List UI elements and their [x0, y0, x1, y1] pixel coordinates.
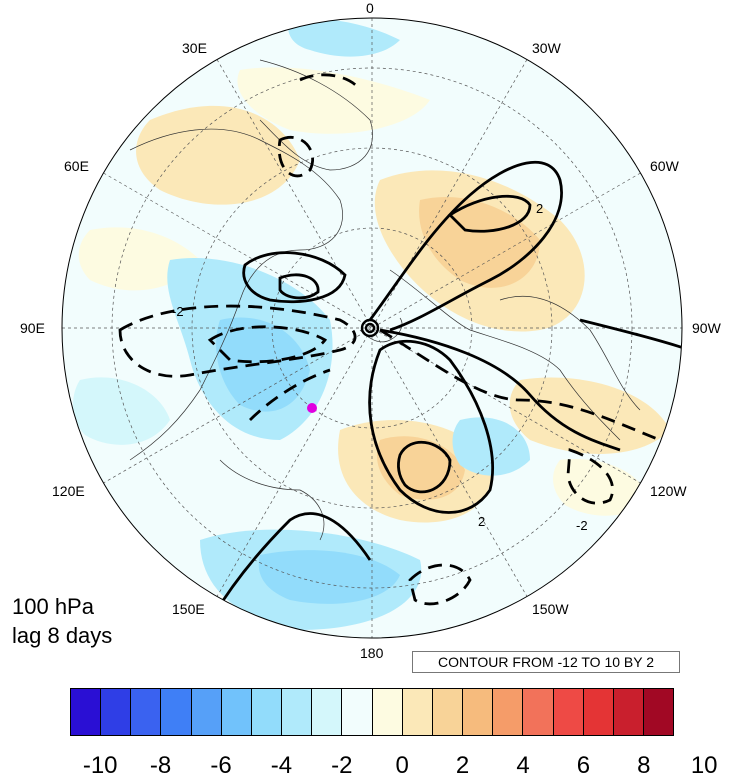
- colorbar-swatch: [372, 689, 403, 735]
- colorbar-swatch: [161, 689, 192, 735]
- colorbar-swatch: [342, 689, 373, 735]
- colorbar-tick-label: -10: [82, 752, 118, 779]
- panel-annotation: 100 hPa lag 8 days: [12, 592, 112, 650]
- colorbar-swatch: [463, 689, 494, 735]
- polar-map: 2 -2 2 -2: [61, 17, 683, 639]
- colorbar-swatch: [71, 689, 102, 735]
- contour-label: 2: [536, 201, 543, 216]
- contour-info-box: CONTOUR FROM -12 TO 10 BY 2: [412, 651, 680, 673]
- contour-label: 2: [478, 514, 485, 529]
- colorbar-swatch: [191, 689, 222, 735]
- colorbar-swatch: [312, 689, 343, 735]
- colorbar: [70, 688, 674, 736]
- lon-label-90e: 90E: [20, 320, 45, 336]
- colorbar-tick-label: 8: [637, 752, 651, 779]
- colorbar-tick-label: 4: [516, 752, 530, 779]
- colorbar-swatch: [613, 689, 644, 735]
- pressure-level-label: 100 hPa: [12, 594, 94, 619]
- colorbar-swatch: [131, 689, 162, 735]
- colorbar-swatch: [432, 689, 464, 735]
- colorbar-tick-label: -6: [210, 752, 232, 779]
- colorbar-tick-label: 0: [395, 752, 409, 779]
- colorbar-swatch: [553, 689, 584, 735]
- colorbar-swatch: [493, 689, 524, 735]
- colorbar-swatch: [523, 689, 554, 735]
- colorbar-swatch: [643, 689, 674, 735]
- colorbar-swatch: [282, 689, 313, 735]
- pole-contour-cluster: [360, 318, 380, 338]
- lon-label-0: 0: [366, 0, 374, 16]
- negative-contours: [118, 73, 661, 606]
- lag-label: lag 8 days: [12, 623, 113, 648]
- lon-label-60e: 60E: [64, 158, 89, 174]
- colorbar-swatch: [402, 689, 433, 735]
- colorbar-tick-label: 6: [576, 752, 591, 779]
- lon-label-30w: 30W: [532, 40, 561, 56]
- station-marker: [307, 403, 317, 413]
- colorbar-tick-label: -4: [270, 752, 293, 779]
- lon-label-120w: 120W: [650, 483, 687, 499]
- lon-label-60w: 60W: [650, 158, 679, 174]
- lon-label-180: 180: [360, 645, 384, 661]
- map-boundary: [61, 17, 683, 639]
- colorbar-swatch: [583, 689, 614, 735]
- contour-label: -2: [576, 518, 588, 533]
- colorbar-swatch: [251, 689, 283, 735]
- lon-label-30e: 30E: [182, 40, 207, 56]
- colorbar-tick-label: 10: [690, 752, 718, 779]
- colorbar-tick-label: -2: [331, 752, 353, 779]
- lon-label-150w: 150W: [532, 601, 569, 617]
- colorbar-swatch: [101, 689, 132, 735]
- coastlines: [129, 59, 641, 541]
- colorbar-tick-label: -8: [149, 752, 172, 779]
- contour-label: -2: [172, 304, 184, 319]
- lon-label-150e: 150E: [172, 601, 205, 617]
- colorbar-swatch: [221, 689, 252, 735]
- lon-label-90w: 90W: [692, 320, 721, 336]
- colorbar-tick-label: 2: [455, 752, 470, 779]
- lon-label-120e: 120E: [52, 483, 85, 499]
